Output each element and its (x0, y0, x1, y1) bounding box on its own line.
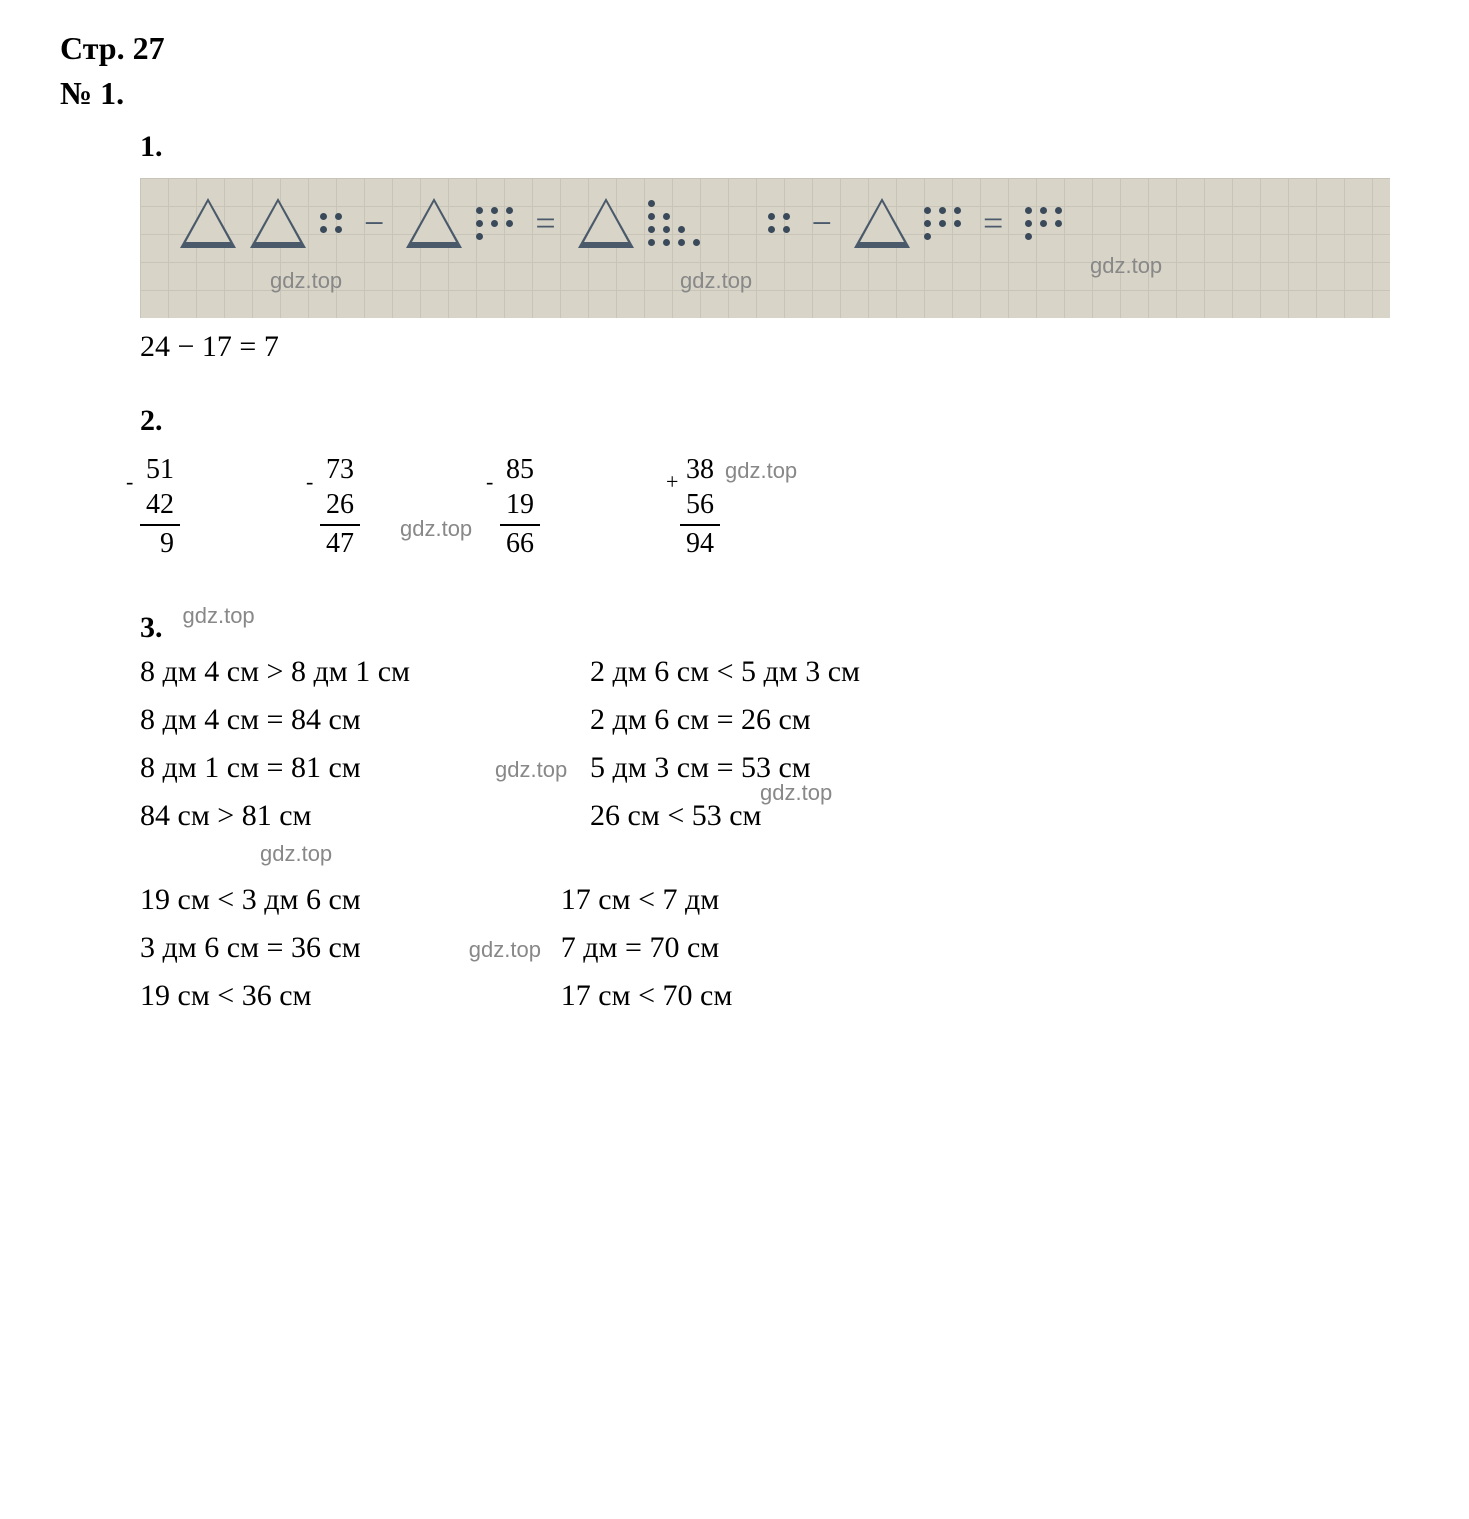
dots-group (648, 200, 700, 246)
operation-sign: + (666, 468, 678, 496)
watermark: gdz.top (260, 841, 332, 867)
problem-number: № 1. (60, 75, 1409, 112)
dots-group (1025, 207, 1062, 240)
minus-sign: − (364, 202, 384, 244)
columnar-problem: - 51 42 9 (140, 452, 180, 561)
comparison-column-right: 17 см < 7 дм gdz.top 7 дм = 70 см 17 см … (561, 883, 733, 1013)
page-reference: Стр. 27 (60, 30, 1409, 67)
comparison-text: 7 дм = 70 см (561, 931, 719, 964)
watermark: gdz.top (1090, 253, 1162, 279)
equation-text: 24 − 17 = 7 (140, 330, 1409, 364)
watermark: gdz.top (725, 458, 797, 484)
watermark: gdz.top (183, 603, 255, 629)
operand-top: 85 (500, 452, 540, 487)
result: 94 (680, 524, 720, 561)
operation-sign: - (306, 468, 313, 496)
comparison-line: 17 см < 70 см (561, 979, 733, 1013)
watermark: gdz.top (760, 780, 832, 806)
watermark: gdz.top (400, 516, 472, 542)
columnar-problem: gdz.top - 85 19 66 (500, 452, 540, 561)
comparison-line: 3 дм 6 см = 36 см (140, 931, 361, 965)
section-3-title: 3. (140, 611, 163, 645)
operand-bottom: 42 (140, 487, 180, 522)
triangle-shape (250, 198, 306, 248)
watermark: gdz.top (680, 268, 752, 294)
result: 66 (500, 524, 540, 561)
comparison-column-left: 19 см < 3 дм 6 см 3 дм 6 см = 36 см 19 с… (140, 883, 361, 1013)
operation-sign: - (486, 468, 493, 496)
equals-sign: = (983, 202, 1003, 244)
dots-group (320, 213, 342, 233)
result: 9 (140, 524, 180, 561)
comparison-line: 19 см < 36 см (140, 979, 361, 1013)
columnar-problem: + 38 56 94 gdz.top (680, 452, 720, 561)
columnar-problem: - 73 26 47 (320, 452, 360, 561)
comparison-line: 8 дм 4 см > 8 дм 1 см (140, 655, 410, 689)
dots-group (924, 207, 961, 240)
operand-bottom: 26 (320, 487, 360, 522)
watermark: gdz.top (495, 757, 567, 783)
operand-bottom: 19 (500, 487, 540, 522)
triangle-shape (406, 198, 462, 248)
operation-sign: - (126, 468, 133, 496)
comparison-line: 17 см < 7 дм (561, 883, 733, 917)
triangle-shape (180, 198, 236, 248)
comparison-line: 8 дм 1 см = 81 см (140, 751, 410, 785)
comparison-line: 2 дм 6 см < 5 дм 3 см (590, 655, 860, 689)
comparison-block-2: 19 см < 3 дм 6 см 3 дм 6 см = 36 см 19 с… (140, 883, 1409, 1013)
triangle-shape (854, 198, 910, 248)
graph-paper-drawing: − = − (140, 178, 1390, 318)
comparison-line: 8 дм 4 см = 84 см (140, 703, 410, 737)
comparison-line: 2 дм 6 см = 26 см (590, 703, 860, 737)
section-2-title: 2. (140, 404, 1409, 438)
triangle-shape (578, 198, 634, 248)
watermark: gdz.top (469, 937, 541, 963)
columnar-problems-row: - 51 42 9 - 73 26 47 gdz.top - (140, 452, 1409, 561)
comparison-block-1: 8 дм 4 см > 8 дм 1 см 8 дм 4 см = 84 см … (140, 655, 1409, 833)
comparison-column-left: 8 дм 4 см > 8 дм 1 см 8 дм 4 см = 84 см … (140, 655, 410, 833)
minus-sign: − (812, 202, 832, 244)
comparison-column-right: 2 дм 6 см < 5 дм 3 см 2 дм 6 см = 26 см … (590, 655, 860, 833)
watermark: gdz.top (270, 268, 342, 294)
operand-top: 38 (680, 452, 720, 487)
operand-top: 51 (140, 452, 180, 487)
operand-bottom: 56 (680, 487, 720, 522)
dots-group (768, 213, 790, 233)
comparison-line: 19 см < 3 дм 6 см (140, 883, 361, 917)
result: 47 (320, 524, 360, 561)
comparison-line: gdz.top 7 дм = 70 см (561, 931, 733, 965)
comparison-line: 84 см > 81 см (140, 799, 410, 833)
dots-group (476, 207, 513, 240)
section-1-title: 1. (140, 130, 1409, 164)
equals-sign: = (535, 202, 555, 244)
operand-top: 73 (320, 452, 360, 487)
